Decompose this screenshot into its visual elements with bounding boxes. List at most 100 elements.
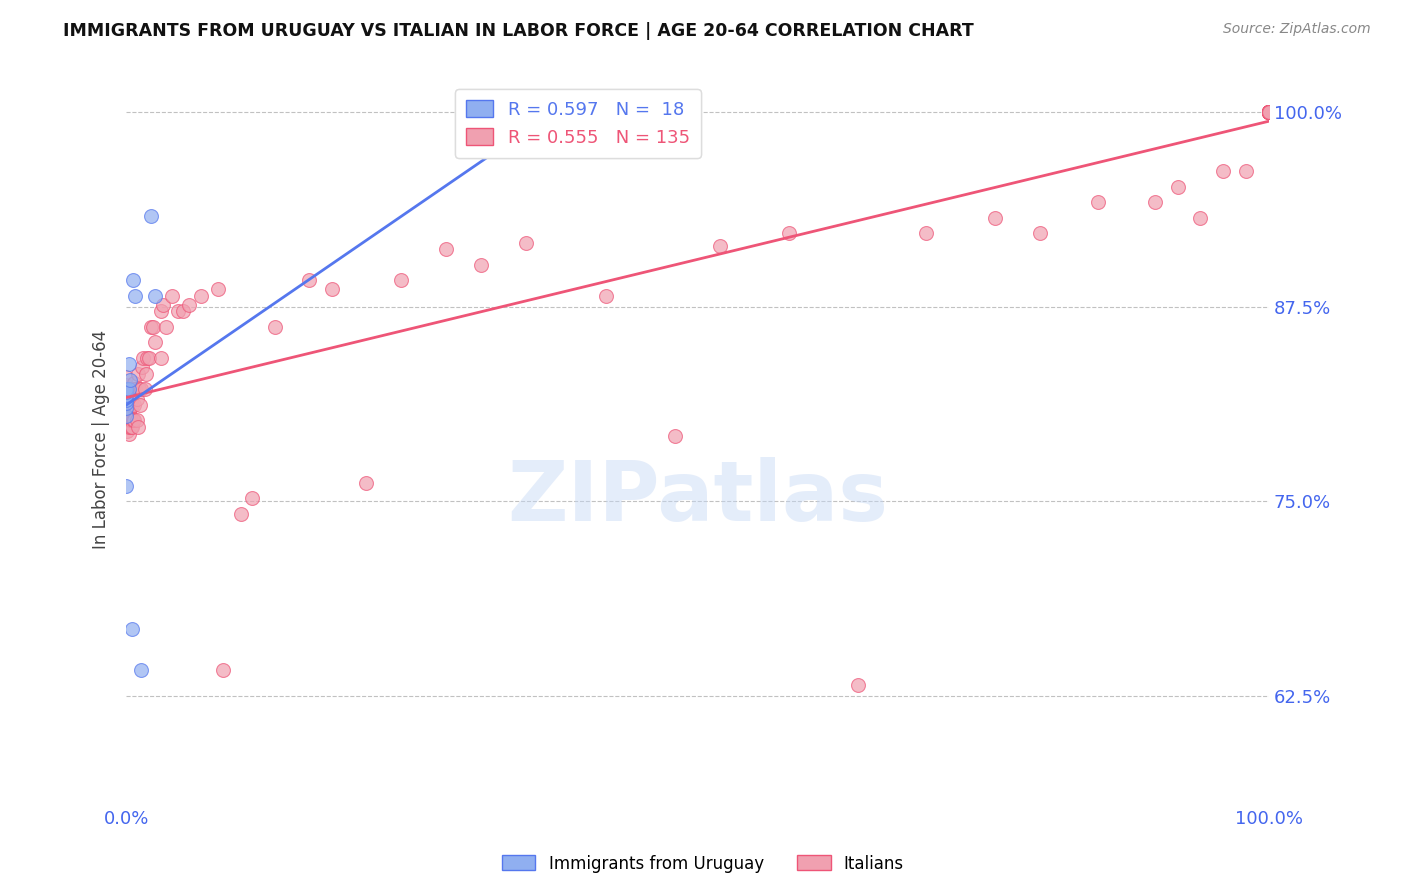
Point xyxy=(1258,104,1281,119)
Point xyxy=(117,382,139,396)
Point xyxy=(846,678,869,692)
Point xyxy=(129,398,152,412)
Point xyxy=(124,413,146,427)
Point xyxy=(124,376,146,390)
Point xyxy=(142,319,165,334)
Point xyxy=(115,377,138,392)
Point xyxy=(1258,104,1281,119)
Point xyxy=(1166,179,1188,194)
Text: IMMIGRANTS FROM URUGUAY VS ITALIAN IN LABOR FORCE | AGE 20-64 CORRELATION CHART: IMMIGRANTS FROM URUGUAY VS ITALIAN IN LA… xyxy=(63,22,974,40)
Point xyxy=(1258,104,1281,119)
Point xyxy=(1258,104,1281,119)
Point xyxy=(1258,104,1281,119)
Point xyxy=(134,382,156,396)
Point xyxy=(152,298,174,312)
Point xyxy=(1258,104,1281,119)
Point xyxy=(664,429,686,443)
Point xyxy=(1258,104,1281,119)
Point xyxy=(117,424,139,438)
Point xyxy=(1258,104,1281,119)
Point xyxy=(141,319,163,334)
Point xyxy=(124,289,146,303)
Point xyxy=(1258,104,1281,119)
Point xyxy=(1258,104,1281,119)
Point xyxy=(434,242,457,256)
Point xyxy=(115,388,138,402)
Point xyxy=(1258,104,1281,119)
Point xyxy=(1258,104,1281,119)
Point xyxy=(117,409,139,423)
Point xyxy=(122,382,145,396)
Point xyxy=(1258,104,1281,119)
Point xyxy=(117,382,139,396)
Point xyxy=(138,351,160,365)
Point xyxy=(115,393,138,408)
Point xyxy=(121,398,143,412)
Point xyxy=(1258,104,1281,119)
Point xyxy=(1258,104,1281,119)
Point xyxy=(117,417,139,431)
Point xyxy=(1258,104,1281,119)
Point xyxy=(1258,104,1281,119)
Point xyxy=(115,385,138,400)
Point xyxy=(179,298,201,312)
Point xyxy=(1258,104,1281,119)
Point xyxy=(1258,104,1281,119)
Point xyxy=(1258,104,1281,119)
Point xyxy=(1143,195,1166,210)
Point xyxy=(125,392,148,406)
Point xyxy=(149,351,172,365)
Point xyxy=(1258,104,1281,119)
Point xyxy=(115,385,138,400)
Point xyxy=(1258,104,1281,119)
Point xyxy=(1258,104,1281,119)
Point xyxy=(132,351,155,365)
Point xyxy=(1258,104,1281,119)
Point xyxy=(121,622,143,636)
Point xyxy=(115,479,138,493)
Point xyxy=(127,419,149,434)
Point xyxy=(1258,104,1281,119)
Point xyxy=(1258,104,1281,119)
Point xyxy=(1087,195,1109,210)
Point xyxy=(1212,164,1234,178)
Point xyxy=(1258,104,1281,119)
Point xyxy=(1258,104,1281,119)
Point xyxy=(1189,211,1212,225)
Point xyxy=(160,289,183,303)
Point xyxy=(115,409,138,423)
Point xyxy=(1258,104,1281,119)
Point xyxy=(1258,104,1281,119)
Point xyxy=(1258,104,1281,119)
Point xyxy=(129,382,152,396)
Point xyxy=(1258,104,1281,119)
Point xyxy=(915,227,938,241)
Point xyxy=(115,401,138,415)
Point xyxy=(117,427,139,442)
Point xyxy=(321,283,343,297)
Point xyxy=(1258,104,1281,119)
Point xyxy=(127,367,149,381)
Point xyxy=(1258,104,1281,119)
Point xyxy=(172,304,194,318)
Point xyxy=(229,507,252,521)
Point xyxy=(135,351,157,365)
Point xyxy=(135,367,157,381)
Point xyxy=(1258,104,1281,119)
Point xyxy=(1258,104,1281,119)
Point xyxy=(117,419,139,434)
Point xyxy=(1258,104,1281,119)
Point xyxy=(1258,104,1281,119)
Point xyxy=(118,409,141,423)
Point xyxy=(1258,104,1281,119)
Point xyxy=(125,413,148,427)
Point xyxy=(1258,104,1281,119)
Point xyxy=(115,382,138,396)
Point xyxy=(118,373,141,387)
Point xyxy=(1258,104,1281,119)
Point xyxy=(115,388,138,402)
Point xyxy=(1258,104,1281,119)
Point xyxy=(470,258,492,272)
Point xyxy=(117,413,139,427)
Point xyxy=(121,419,143,434)
